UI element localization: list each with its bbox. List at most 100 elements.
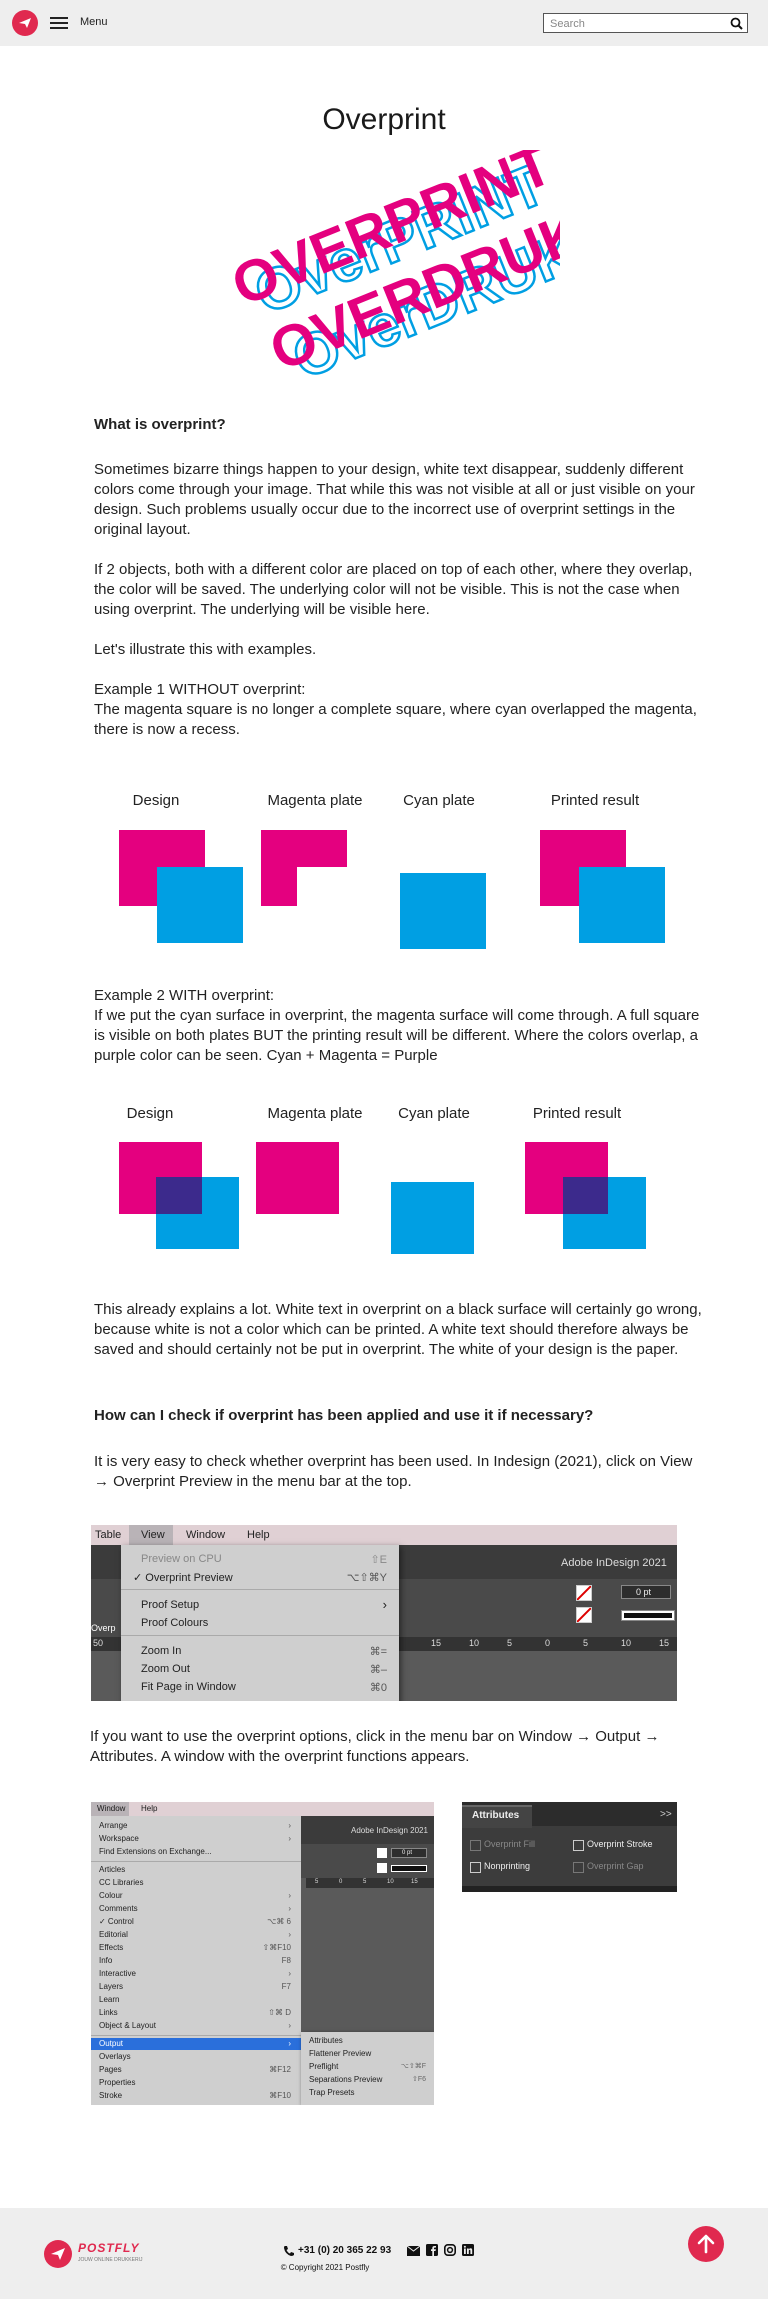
output-submenu-item-shortcut: ⇧F6 bbox=[411, 2076, 426, 2083]
overprint-fill-label: Overprint Fill bbox=[484, 1839, 536, 1849]
search-icon[interactable] bbox=[730, 17, 743, 30]
menubar-help[interactable]: Help bbox=[141, 1804, 158, 1813]
window-menu-item[interactable]: Workspace › bbox=[91, 1833, 301, 1845]
window-menu-item[interactable]: Links ⇧⌘ D bbox=[91, 2007, 301, 2019]
window-menu-item-label: Properties bbox=[99, 2078, 136, 2087]
window-menu-item[interactable]: Object & Layout › bbox=[91, 2020, 301, 2032]
ex2-result-overlap bbox=[563, 1177, 608, 1214]
menubar-window[interactable]: Window bbox=[97, 1804, 126, 1813]
window-menu-item[interactable]: Comments › bbox=[91, 1903, 301, 1915]
heading-what-is-overprint: What is overprint? bbox=[94, 416, 226, 433]
panel-collapse-icon[interactable]: >> bbox=[660, 1809, 672, 1820]
window-menu-item[interactable]: Colour › bbox=[91, 1890, 301, 1902]
output-submenu-item[interactable]: Separations Preview ⇧F6 bbox=[301, 2074, 434, 2086]
postfly-logo[interactable] bbox=[12, 10, 38, 36]
attributes-panel-screenshot: Attributes >> Overprint Fill Overprint S… bbox=[462, 1802, 677, 1892]
menu-item-overprint-preview[interactable]: ✓ Overprint Preview bbox=[133, 1572, 233, 1584]
window-menu-item-shortcut: › bbox=[288, 1930, 291, 1939]
stroke-swatch[interactable] bbox=[576, 1607, 592, 1623]
window-menu-item[interactable]: Learn bbox=[91, 1994, 301, 2006]
window-menu-item-shortcut: › bbox=[288, 2021, 291, 2030]
menu-item-preview-on-cpu[interactable]: Preview on CPU bbox=[141, 1553, 222, 1565]
search-input[interactable] bbox=[550, 16, 720, 32]
menu-label[interactable]: Menu bbox=[80, 16, 108, 28]
ex2-design-overlap bbox=[156, 1177, 202, 1214]
linkedin-icon[interactable] bbox=[462, 2244, 474, 2256]
window-menu-item-shortcut: › bbox=[288, 1891, 291, 1900]
stroke-style-selector[interactable] bbox=[391, 1865, 427, 1872]
window-menu-item[interactable]: ✓ Control ⌥⌘ 6 bbox=[91, 1916, 301, 1928]
none-swatch-icon bbox=[576, 1607, 592, 1623]
window-menu-item-label: Comments bbox=[99, 1904, 138, 1913]
menubar-view[interactable]: View bbox=[141, 1529, 165, 1541]
site-footer: POSTFLY JOUW ONLINE DRUKKERIJ +31 (0) 20… bbox=[0, 2208, 768, 2299]
instagram-icon[interactable] bbox=[444, 2244, 456, 2256]
window-menu-item[interactable]: Find Extensions on Exchange... bbox=[91, 1846, 301, 1858]
menu-item-zoom-out[interactable]: Zoom Out bbox=[141, 1663, 190, 1675]
menu-bar bbox=[91, 1525, 677, 1545]
window-menu-item[interactable]: Pages ⌘F12 bbox=[91, 2064, 301, 2076]
output-submenu-item[interactable]: Attributes bbox=[301, 2035, 434, 2047]
menu-item-zoom-in[interactable]: Zoom In bbox=[141, 1645, 182, 1657]
window-menu-item-label: Output bbox=[99, 2039, 124, 2048]
menubar-help[interactable]: Help bbox=[247, 1529, 270, 1541]
overprint-gap-checkbox[interactable] bbox=[573, 1862, 584, 1873]
window-menu-item[interactable]: Editorial › bbox=[91, 1929, 301, 1941]
facebook-icon[interactable] bbox=[426, 2244, 438, 2256]
footer-logo[interactable] bbox=[44, 2240, 72, 2268]
window-menu-item-shortcut: › bbox=[288, 1904, 291, 1913]
paragraph-two-objects: If 2 objects, both with a different colo… bbox=[94, 561, 693, 618]
window-menu-item[interactable]: CC Libraries bbox=[91, 1877, 301, 1889]
footer-brand: POSTFLY bbox=[78, 2241, 140, 2255]
ex1-magenta-plate-shape bbox=[261, 830, 347, 906]
site-header: Menu bbox=[0, 0, 768, 46]
fill-swatch[interactable] bbox=[576, 1585, 592, 1601]
window-menu-item-label: ✓ Control bbox=[99, 1917, 134, 1926]
window-menu-item[interactable]: Arrange › bbox=[91, 1820, 301, 1832]
stroke-style-selector[interactable] bbox=[621, 1610, 675, 1621]
window-menu-item[interactable]: Stroke ⌘F10 bbox=[91, 2090, 301, 2102]
view-dropdown-menu: Preview on CPU ⇧E ✓ Overprint Preview ⌥⇧… bbox=[121, 1545, 399, 1701]
window-menu-item-label: Pages bbox=[99, 2065, 122, 2074]
window-menu-item-shortcut: ⌘F12 bbox=[269, 2065, 291, 2074]
email-icon[interactable] bbox=[407, 2245, 420, 2256]
back-to-top-button[interactable] bbox=[688, 2226, 724, 2262]
menubar-window[interactable]: Window bbox=[186, 1529, 226, 1541]
output-submenu-item[interactable]: Flattener Preview bbox=[301, 2048, 434, 2060]
output-submenu-item-label: Attributes bbox=[309, 2036, 343, 2045]
window-menu-item-label: Arrange bbox=[99, 1821, 128, 1830]
window-menu-item[interactable]: Output › bbox=[91, 2038, 301, 2050]
footer-phone[interactable]: +31 (0) 20 365 22 93 bbox=[298, 2245, 392, 2256]
stroke-swatch[interactable] bbox=[377, 1863, 387, 1873]
window-menu-item[interactable]: Info F8 bbox=[91, 1955, 301, 1967]
window-menu-item[interactable]: Effects ⇧⌘F10 bbox=[91, 1942, 301, 1954]
menu-item-proof-setup[interactable]: Proof Setup bbox=[141, 1599, 200, 1611]
window-menu-item[interactable]: Overlays bbox=[91, 2051, 301, 2063]
output-submenu-item[interactable]: Preflight ⌥⇧⌘F bbox=[301, 2061, 434, 2073]
output-submenu-item[interactable]: Trap Presets bbox=[301, 2087, 434, 2099]
output-submenu-item-shortcut: ⌥⇧⌘F bbox=[400, 2063, 426, 2070]
window-menu-item[interactable]: Interactive › bbox=[91, 1968, 301, 1980]
hamburger-icon[interactable] bbox=[50, 14, 68, 32]
overprint-fill-checkbox[interactable] bbox=[470, 1840, 481, 1851]
window-menu-item[interactable]: Articles bbox=[91, 1864, 301, 1876]
page-title: Overprint bbox=[322, 103, 446, 136]
stroke-weight-field[interactable]: 0 pt bbox=[621, 1585, 671, 1599]
window-menu-item[interactable]: Layers F7 bbox=[91, 1981, 301, 1993]
fill-swatch[interactable] bbox=[377, 1848, 387, 1858]
paragraph-illustrate: Let's illustrate this with examples. bbox=[94, 641, 317, 658]
overprint-stroke-checkbox[interactable] bbox=[573, 1840, 584, 1851]
stroke-weight-field[interactable]: 0 pt bbox=[391, 1848, 427, 1858]
indesign-window-menu-screenshot: Window Help Adobe InDesign 2021 0 pt 5 0… bbox=[91, 1802, 434, 2105]
nonprinting-checkbox[interactable] bbox=[470, 1862, 481, 1873]
paper-plane-icon bbox=[51, 2248, 65, 2260]
paragraph-window-output: If you want to use the overprint options… bbox=[90, 1728, 660, 1765]
paragraph-intro: Sometimes bizarre things happen to your … bbox=[94, 461, 695, 538]
ex2-label-cyan-plate: Cyan plate bbox=[398, 1105, 470, 1122]
menu-item-proof-colours[interactable]: Proof Colours bbox=[141, 1617, 209, 1629]
example1-text: The magenta square is no longer a comple… bbox=[94, 701, 697, 738]
window-menu-item-label: Links bbox=[99, 2008, 118, 2017]
menubar-table[interactable]: Table bbox=[95, 1529, 122, 1541]
menu-item-fit-page[interactable]: Fit Page in Window bbox=[141, 1681, 236, 1693]
window-menu-item[interactable]: Properties bbox=[91, 2077, 301, 2089]
